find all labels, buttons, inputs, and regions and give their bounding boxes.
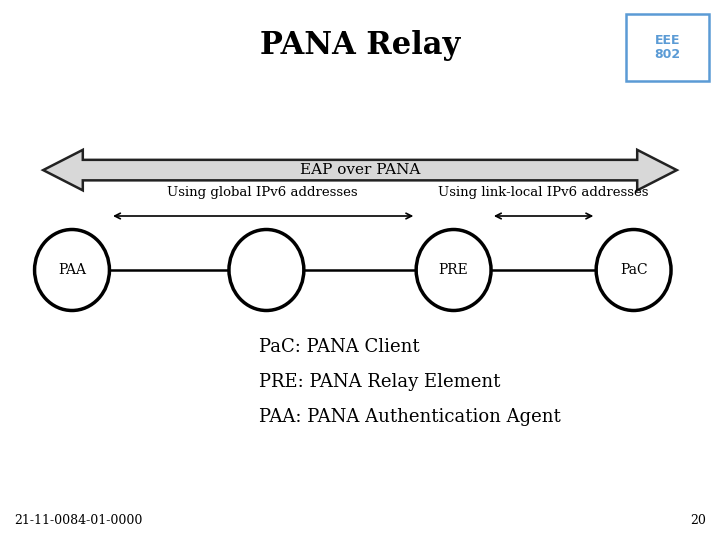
Text: PAA: PANA Authentication Agent: PAA: PANA Authentication Agent <box>259 408 561 426</box>
Text: 21-11-0084-01-0000: 21-11-0084-01-0000 <box>14 514 143 526</box>
Text: PaC: PaC <box>620 263 647 277</box>
Ellipse shape <box>416 230 491 310</box>
Text: PAA: PAA <box>58 263 86 277</box>
Ellipse shape <box>596 230 671 310</box>
Polygon shape <box>43 150 677 190</box>
Text: 20: 20 <box>690 514 706 526</box>
Text: PANA Relay: PANA Relay <box>260 30 460 62</box>
Text: PRE: PANA Relay Element: PRE: PANA Relay Element <box>259 373 500 390</box>
Text: Using global IPv6 addresses: Using global IPv6 addresses <box>168 186 358 199</box>
Text: PRE: PRE <box>438 263 469 277</box>
Ellipse shape <box>35 230 109 310</box>
Text: Using link-local IPv6 addresses: Using link-local IPv6 addresses <box>438 186 649 199</box>
Ellipse shape <box>229 230 304 310</box>
Text: PaC: PANA Client: PaC: PANA Client <box>259 338 420 355</box>
FancyBboxPatch shape <box>626 14 709 81</box>
Text: EEE
802: EEE 802 <box>654 33 681 60</box>
Text: EAP over PANA: EAP over PANA <box>300 163 420 177</box>
